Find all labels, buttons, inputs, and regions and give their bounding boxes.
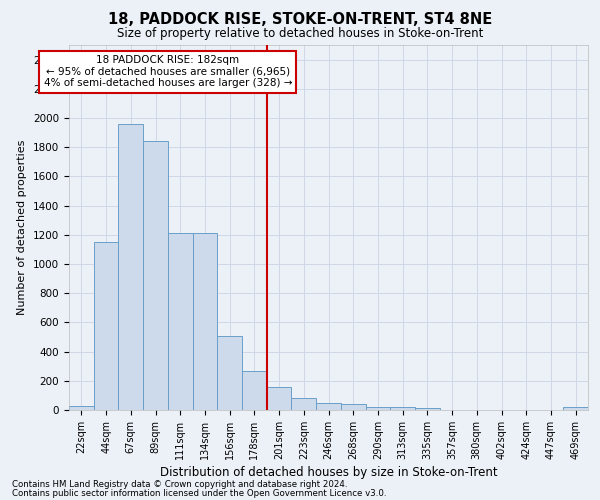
Bar: [341, 404, 365, 410]
Bar: [69, 406, 94, 410]
Bar: [143, 142, 168, 410]
Bar: [168, 234, 193, 410]
Bar: [118, 124, 143, 410]
Bar: [316, 403, 341, 410]
Bar: [217, 336, 242, 410]
Bar: [267, 388, 292, 410]
Y-axis label: Number of detached properties: Number of detached properties: [17, 140, 28, 315]
Bar: [390, 407, 415, 410]
Text: Size of property relative to detached houses in Stoke-on-Trent: Size of property relative to detached ho…: [117, 28, 483, 40]
Bar: [365, 407, 390, 410]
Bar: [563, 407, 588, 410]
Bar: [94, 242, 118, 410]
Text: 18 PADDOCK RISE: 182sqm
← 95% of detached houses are smaller (6,965)
4% of semi-: 18 PADDOCK RISE: 182sqm ← 95% of detache…: [44, 55, 292, 88]
Bar: [415, 408, 440, 410]
Bar: [292, 398, 316, 410]
Text: Contains public sector information licensed under the Open Government Licence v3: Contains public sector information licen…: [12, 488, 386, 498]
X-axis label: Distribution of detached houses by size in Stoke-on-Trent: Distribution of detached houses by size …: [160, 466, 497, 479]
Text: Contains HM Land Registry data © Crown copyright and database right 2024.: Contains HM Land Registry data © Crown c…: [12, 480, 347, 489]
Bar: [193, 234, 217, 410]
Bar: [242, 372, 267, 410]
Text: 18, PADDOCK RISE, STOKE-ON-TRENT, ST4 8NE: 18, PADDOCK RISE, STOKE-ON-TRENT, ST4 8N…: [108, 12, 492, 28]
